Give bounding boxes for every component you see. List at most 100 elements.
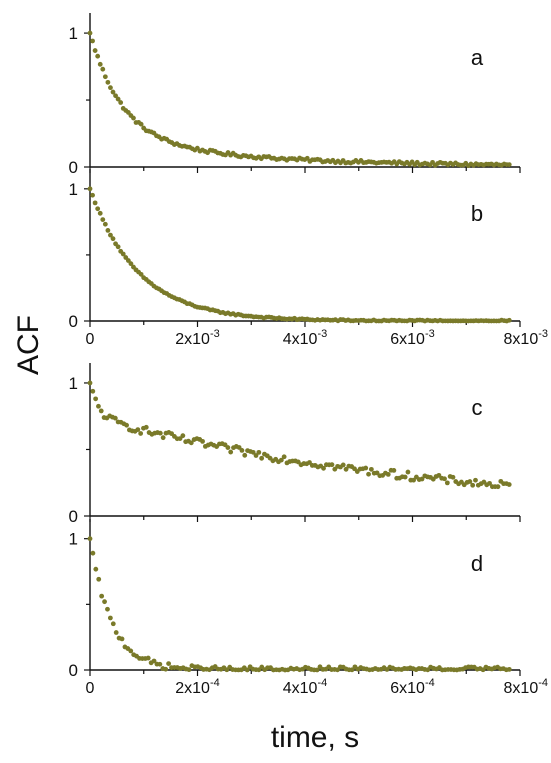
data-point: [87, 380, 93, 386]
data-point: [135, 427, 141, 432]
data-point: [145, 655, 151, 661]
data-point: [113, 630, 119, 635]
data-point: [244, 667, 250, 673]
data-point: [102, 599, 107, 605]
data-point: [450, 474, 456, 480]
x-tick-label: 8x10-4: [504, 677, 548, 697]
data-point: [107, 615, 113, 621]
y-tick-label: 0: [69, 661, 78, 680]
data-point: [473, 477, 478, 483]
data-point: [363, 465, 369, 471]
data-point: [495, 484, 501, 490]
y-tick-label: 0: [69, 507, 78, 526]
data-point: [95, 206, 101, 212]
data-point: [100, 66, 106, 72]
data-point: [157, 430, 163, 436]
data-point: [405, 469, 411, 475]
data-point: [93, 396, 99, 402]
data-point: [113, 93, 118, 99]
data-point: [87, 536, 93, 542]
data-point: [143, 424, 149, 430]
data-point: [335, 667, 340, 673]
data-point: [124, 422, 129, 428]
data-point: [228, 449, 234, 455]
data-point: [115, 96, 121, 102]
x-axis-label: time, s: [271, 721, 359, 754]
data-point: [151, 658, 157, 664]
data-point: [314, 667, 320, 673]
panel-label: a: [471, 45, 484, 70]
panel-label: d: [471, 551, 483, 576]
data-point: [467, 479, 473, 484]
data-point: [349, 667, 355, 673]
x-tick-label: 6x10-3: [390, 328, 434, 348]
data-point: [95, 53, 101, 59]
data-point: [321, 465, 326, 471]
data-point: [112, 415, 118, 421]
x-tick-label: 4x10-4: [283, 677, 327, 697]
data-point: [97, 61, 103, 67]
data-point: [92, 200, 98, 206]
data-point: [444, 480, 450, 486]
data-point: [102, 221, 108, 227]
data-point: [128, 648, 134, 654]
data-point: [256, 449, 262, 455]
data-point: [506, 162, 512, 167]
data-point: [259, 455, 265, 461]
data-point: [90, 388, 96, 394]
data-point: [87, 186, 93, 192]
data-point: [96, 576, 102, 582]
y-tick-label: 0: [69, 158, 78, 177]
data-point: [118, 100, 124, 105]
data-point: [110, 621, 116, 627]
y-tick-label: 1: [69, 374, 78, 393]
x-tick-label: 0: [86, 331, 95, 348]
data-point: [138, 121, 144, 127]
data-point: [442, 476, 447, 482]
data-point: [128, 261, 134, 267]
x-tick-label: 2x10-3: [175, 328, 219, 348]
data-point: [105, 606, 110, 612]
data-point: [200, 438, 205, 444]
x-tick-label: 4x10-3: [283, 328, 327, 348]
x-tick-label: 6x10-4: [390, 677, 434, 697]
panel-label: c: [472, 395, 483, 420]
data-point: [108, 232, 113, 238]
data-point: [105, 228, 111, 233]
data-point: [92, 48, 98, 53]
data-point: [411, 477, 416, 483]
panel-label: b: [471, 201, 483, 226]
data-point: [366, 471, 371, 477]
data-point: [115, 244, 121, 250]
data-point: [180, 433, 186, 439]
data-point: [138, 431, 144, 436]
data-point: [90, 38, 95, 44]
data-point: [163, 666, 169, 672]
data-point: [250, 449, 256, 455]
data-point: [108, 85, 113, 91]
data-point: [281, 454, 287, 460]
data-point: [105, 79, 111, 85]
data-point: [329, 462, 335, 468]
y-axis-label: ACF: [12, 315, 45, 375]
data-point: [343, 466, 349, 472]
data-point: [253, 453, 259, 458]
data-point: [419, 476, 425, 482]
y-tick-label: 0: [69, 312, 78, 331]
data-point: [391, 468, 397, 473]
data-point: [239, 447, 245, 453]
x-tick-label: 0: [86, 680, 95, 697]
data-point: [87, 30, 93, 36]
data-point: [99, 593, 105, 599]
data-point: [100, 217, 106, 222]
data-point: [90, 192, 95, 198]
data-point: [110, 89, 116, 95]
data-point: [157, 661, 163, 667]
data-point: [242, 452, 248, 458]
data-point: [368, 466, 374, 472]
data-point: [188, 440, 194, 446]
data-point: [487, 480, 492, 486]
data-point: [385, 471, 391, 477]
